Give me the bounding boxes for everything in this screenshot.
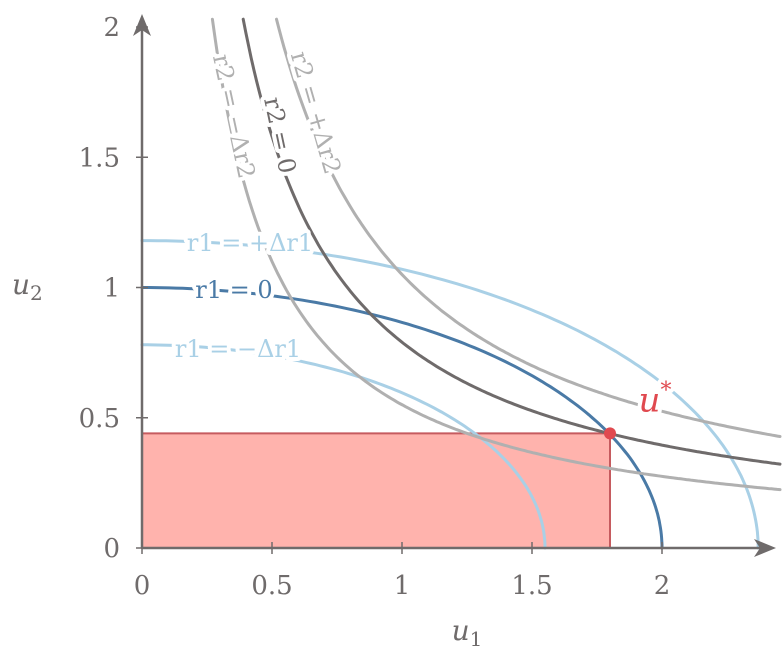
y-axis-arrow-icon	[133, 14, 151, 36]
curve-label-r1-zero: r1 = 0	[195, 276, 272, 304]
x-axis-arrow-icon	[754, 539, 776, 557]
curve-r2-zero	[241, 17, 782, 466]
y-tick-label: 0	[103, 534, 120, 564]
curve-label-r2-zero: r2 = 0	[258, 95, 301, 177]
highlight-rectangle	[141, 432, 611, 550]
y-tick-label: 2	[103, 13, 120, 43]
optimum-point-label: u*	[639, 378, 672, 420]
curve-label-r1-neg: r1 = −Δr1	[175, 335, 301, 363]
x-axis-title: u1	[452, 614, 483, 651]
curve-label-r1-pos: r1 = +Δr1	[187, 229, 313, 257]
curve-r1-pos	[140, 239, 760, 550]
curve-r2-pos	[275, 17, 782, 438]
plot-area: 0 0.5 1 1.5 2 0 0.5 1 1.5 2 u1 u2 r1 = +Δr1 r1 = 0 r1 …	[12, 13, 782, 651]
curve-label-r2-neg: r2 = −Δr2	[207, 52, 261, 181]
curve-r1-neg	[140, 343, 547, 550]
x-tick-label: 2	[654, 571, 671, 601]
x-tick-label: 1	[394, 571, 411, 601]
x-tick-label: 0	[134, 571, 151, 601]
y-tick-label: 0.5	[79, 404, 120, 434]
x-tick-label: 1.5	[511, 571, 552, 601]
y-tick-label: 1.5	[79, 143, 120, 173]
y-tick-label: 1	[103, 274, 120, 304]
curve-r2-neg	[210, 17, 782, 492]
curve-r1-zero	[140, 286, 664, 550]
optimum-point	[604, 427, 616, 440]
x-tick-label: 0.5	[251, 571, 292, 601]
y-axis-title: u2	[12, 268, 43, 305]
